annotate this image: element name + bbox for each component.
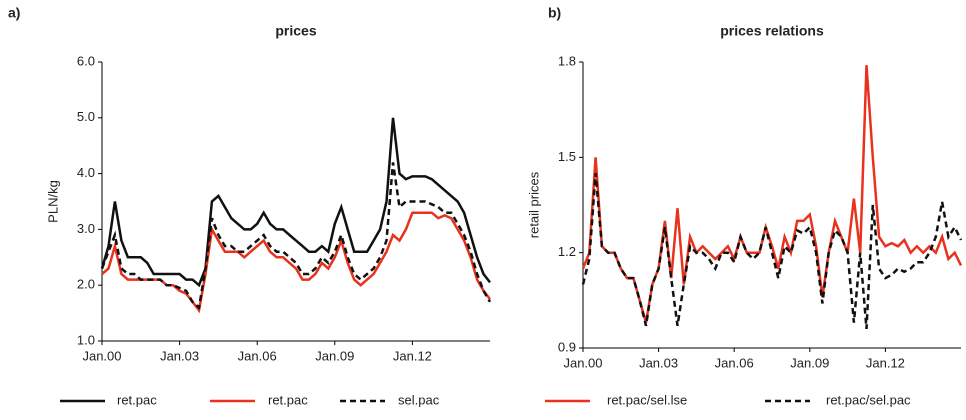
y-tick-label: 1.2: [558, 244, 576, 259]
x-tick-label: Jan.06: [238, 348, 277, 363]
legend-label: ret.pac: [268, 392, 308, 407]
x-tick-label: Jan.09: [790, 355, 829, 370]
y-tick-label: 4.0: [77, 165, 95, 180]
legend-label: ret.pac/sel.pac: [826, 392, 911, 407]
panel-label: a): [8, 5, 20, 21]
y-axis-label: PLN/kg: [45, 180, 60, 223]
y-tick-label: 5.0: [77, 109, 95, 124]
y-tick-label: 6.0: [77, 53, 95, 68]
chart-title: prices relations: [720, 23, 824, 39]
x-tick-label: Jan.09: [315, 348, 354, 363]
series-line: [581, 65, 963, 323]
panel-label: b): [548, 5, 561, 21]
x-tick-label: Jan.12: [393, 348, 432, 363]
legend-label: sel.pac: [398, 392, 440, 407]
x-tick-label: Jan.00: [82, 348, 121, 363]
series-line: [100, 162, 492, 310]
series-line: [581, 173, 963, 330]
x-tick-label: Jan.12: [866, 355, 905, 370]
x-tick-label: Jan.00: [563, 355, 602, 370]
y-tick-label: 1.5: [558, 149, 576, 164]
legend-label: ret.pac: [117, 392, 157, 407]
y-axis-label: retail prices: [526, 171, 541, 238]
legend-label: ret.pac/sel.lse: [607, 392, 687, 407]
x-tick-label: Jan.03: [160, 348, 199, 363]
y-tick-label: 2.0: [77, 277, 95, 292]
x-tick-label: Jan.06: [715, 355, 754, 370]
x-tick-label: Jan.03: [639, 355, 678, 370]
y-tick-label: 3.0: [77, 221, 95, 236]
y-tick-label: 1.0: [77, 332, 95, 347]
chart-title: prices: [275, 23, 316, 39]
y-tick-label: 0.9: [558, 339, 576, 354]
y-tick-label: 1.8: [558, 53, 576, 68]
series-line: [100, 117, 491, 288]
